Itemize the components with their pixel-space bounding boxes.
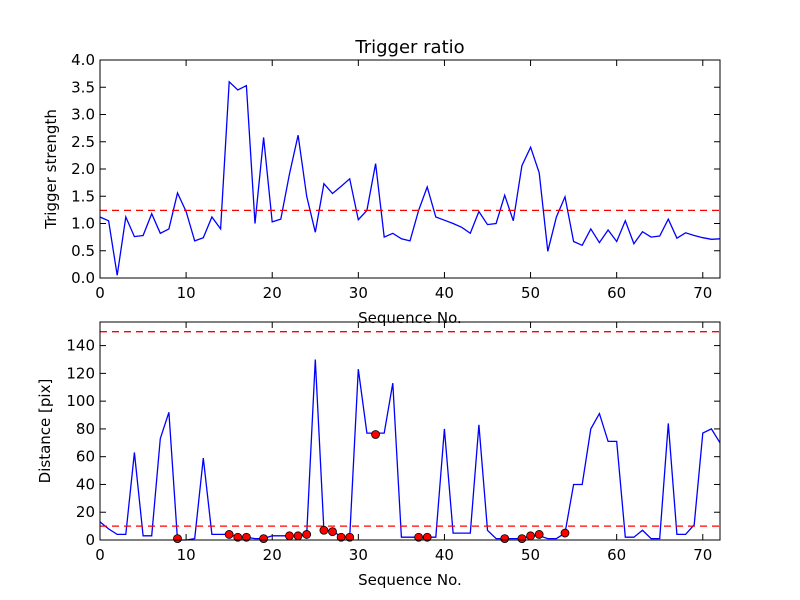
bottom-x-tick-label: 50	[521, 546, 540, 564]
bottom-y-tick-label: 20	[76, 503, 95, 521]
bottom-x-tick-label: 70	[693, 546, 712, 564]
bottom-x-tick-label: 40	[435, 546, 454, 564]
bottom-panel: Sequence No. Distance [pix] 0 10 20 30 40 50 6…	[36, 321, 721, 589]
bottom-marker-point	[233, 532, 243, 542]
top-y-tick-label: 2.5	[71, 133, 95, 151]
bottom-y-tick-label: 100	[66, 392, 95, 410]
bottom-marker-point	[285, 531, 294, 541]
bottom-x-tick-label: 0	[95, 546, 105, 564]
top-x-tick-label: 30	[349, 284, 368, 302]
top-plot-frame	[99, 59, 721, 279]
top-y-tick-label: 0.0	[71, 269, 95, 287]
bottom-marker-point	[345, 532, 355, 542]
bottom-marker-point	[560, 528, 570, 538]
bottom-series-line	[99, 359, 721, 541]
top-x-tick-label: 70	[693, 284, 712, 302]
bottom-plot-series	[99, 331, 721, 544]
bottom-marker-point	[336, 532, 346, 542]
top-series-line	[99, 80, 721, 276]
bottom-x-tick-label: 30	[349, 546, 368, 564]
bottom-axis-ticks: 0 10 20 30 40 50 60 70 0 20 40 60 80 100 120 140	[66, 322, 720, 564]
bottom-marker-point	[224, 530, 234, 539]
bottom-marker-point	[293, 531, 303, 541]
top-y-tick-label: 4.0	[71, 51, 95, 69]
top-chart-title: Trigger ratio	[354, 37, 464, 58]
top-x-tick-label: 50	[521, 284, 540, 302]
top-y-tick-label: 3.0	[71, 106, 95, 124]
top-y-tick-label: 3.5	[71, 78, 95, 96]
bottom-marker-point	[173, 534, 182, 544]
bottom-marker-point	[328, 527, 337, 537]
bottom-marker-point	[259, 534, 269, 544]
top-x-tick-label: 60	[607, 284, 626, 302]
bottom-x-tick-label: 20	[263, 546, 282, 564]
bottom-marker-point	[302, 530, 312, 539]
bottom-marker-point	[422, 532, 432, 542]
bottom-y-tick-label: 60	[76, 448, 95, 466]
bottom-marker-point	[534, 530, 544, 539]
bottom-marker-point	[319, 525, 329, 535]
top-y-tick-label: 1.5	[71, 187, 95, 205]
bottom-y-tick-label: 40	[76, 475, 95, 493]
bottom-y-tick-label: 80	[76, 420, 95, 438]
top-y-tick-label: 0.5	[71, 242, 95, 260]
top-x-tick-label: 0	[95, 284, 105, 302]
top-x-tick-label: 10	[177, 284, 196, 302]
top-x-tick-label: 40	[435, 284, 454, 302]
bottom-y-tick-label: 140	[66, 337, 95, 355]
top-x-axis-label: Sequence No.	[358, 309, 462, 327]
top-y-axis-label: Trigger strength	[42, 109, 60, 230]
bottom-marker-point	[414, 532, 424, 542]
bottom-marker-point	[526, 531, 535, 541]
bottom-y-tick-label: 120	[66, 364, 95, 382]
top-x-tick-label: 20	[263, 284, 282, 302]
top-y-tick-label: 2.0	[71, 160, 95, 178]
top-y-tick-label: 1.0	[71, 215, 95, 233]
bottom-y-tick-label: 0	[85, 531, 95, 549]
top-plot-series	[99, 80, 721, 276]
bottom-x-axis-label: Sequence No.	[358, 571, 462, 589]
bottom-marker-point	[500, 534, 510, 544]
bottom-marker-point	[517, 534, 527, 544]
bottom-y-axis-label: Distance [pix]	[36, 379, 54, 484]
top-axis-ticks: 0 10 20 30 40 50 60 70 0.0 0.5 1.0 1.5 2.0 2.5 3.0 3.5 4…	[71, 51, 720, 302]
top-panel: Trigger ratio Sequence No. Trigger stren…	[42, 37, 721, 327]
bottom-plot-frame	[99, 321, 721, 541]
bottom-marker-point	[371, 430, 380, 439]
bottom-x-tick-label: 10	[177, 546, 196, 564]
bottom-x-tick-label: 60	[607, 546, 626, 564]
bottom-marker-point	[241, 532, 251, 542]
